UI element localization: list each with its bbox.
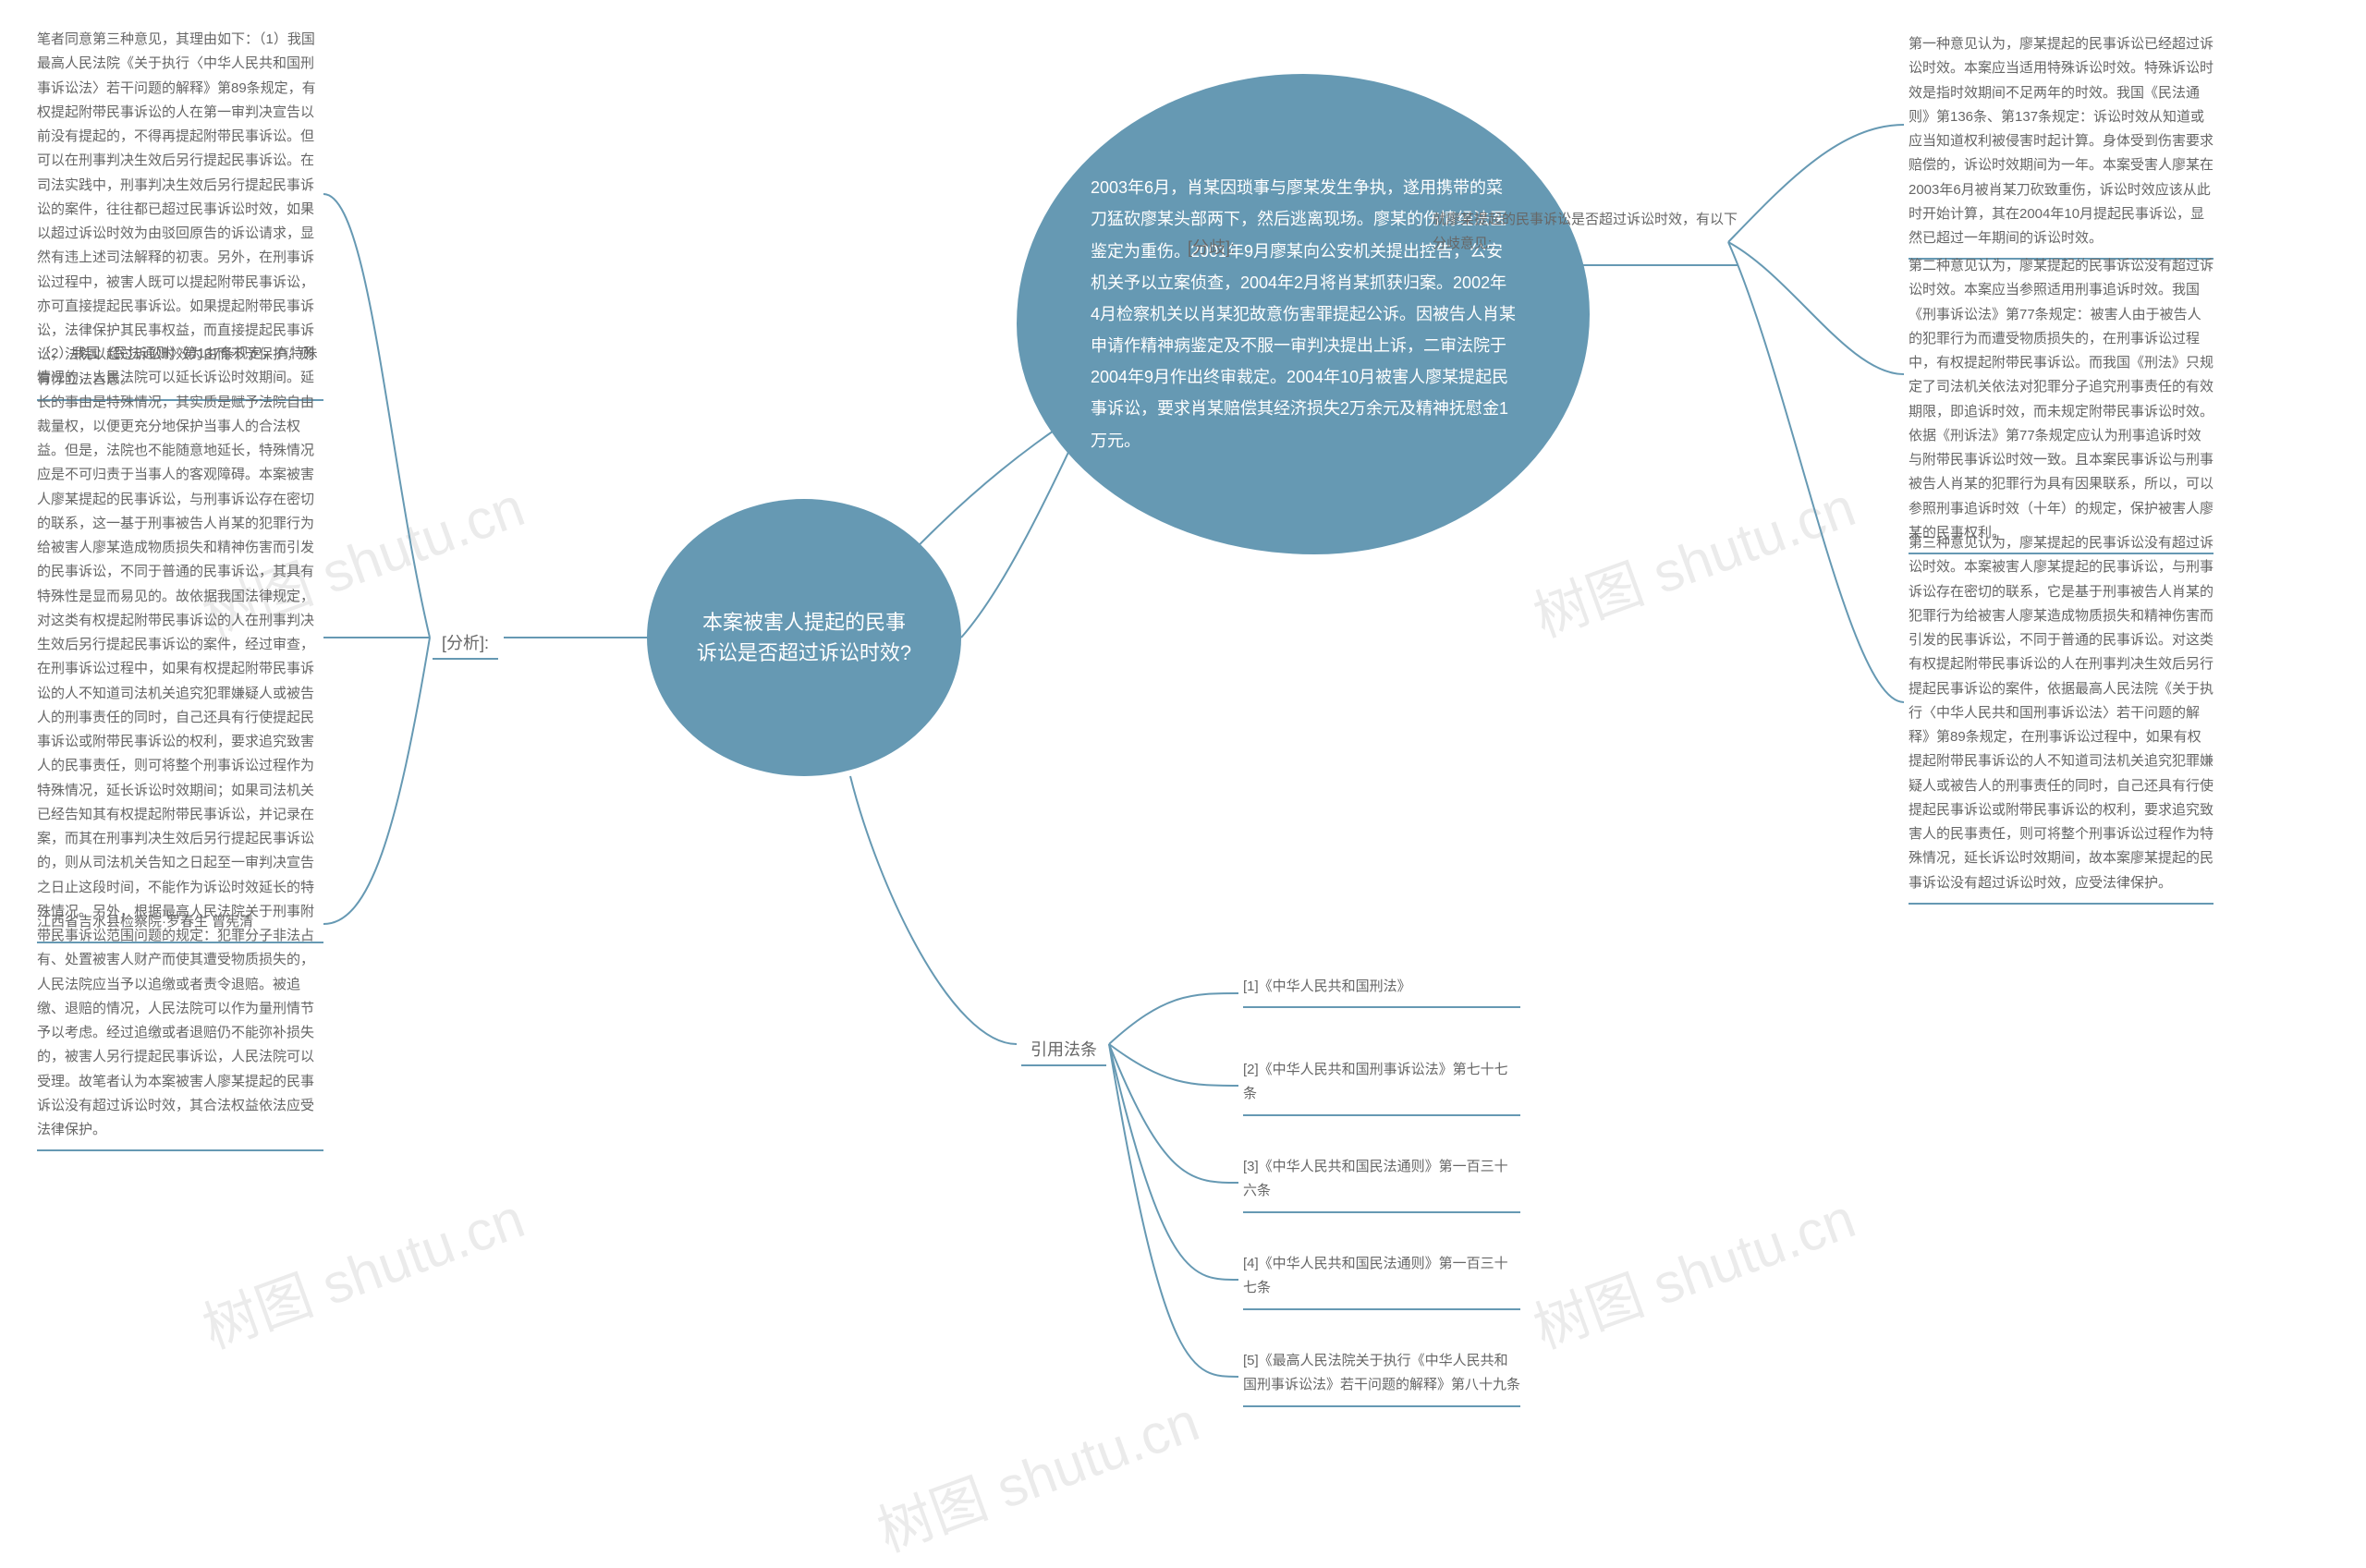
watermark: 树图 shutu.cn (1521, 1173, 1864, 1364)
dispute-intro: 就廖某提起的民事诉讼是否超过诉讼时效，有以下分歧意见: (1433, 208, 1738, 266)
case-facts-node: 2003年6月，肖某因琐事与廖某发生争执，遂用携带的菜刀猛砍廖某头部两下，然后逃… (1017, 74, 1590, 554)
center-title: 本案被害人提起的民事诉讼是否超过诉讼时效? (693, 607, 915, 668)
branch-label-dispute: [分歧]: (1178, 231, 1244, 264)
citation-5: [5]《最高人民法院关于执行《中华人民共和国刑事诉讼法》若干问题的解释》第八十九… (1243, 1349, 1520, 1407)
watermark: 树图 shutu.cn (1521, 462, 1864, 652)
analysis-item-3: 江西省吉水县检察院·罗春生 曾宪清 (37, 910, 323, 943)
branch-label-analysis: [分析]: (433, 626, 498, 660)
branch-label-citations: 引用法条 (1021, 1033, 1106, 1066)
dispute-opinion-3: 第三种意见认为，廖某提起的民事诉讼没有超过诉讼时效。本案被害人廖某提起的民事诉讼… (1909, 531, 2214, 905)
citation-1: [1]《中华人民共和国刑法》 (1243, 975, 1520, 1008)
center-node: 本案被害人提起的民事诉讼是否超过诉讼时效? (647, 499, 961, 776)
watermark: 树图 shutu.cn (190, 1173, 533, 1364)
citation-2: [2]《中华人民共和国刑事诉讼法》第七十七条 (1243, 1058, 1520, 1116)
citation-4: [4]《中华人民共和国民法通则》第一百三十七条 (1243, 1252, 1520, 1310)
analysis-item-2: （2）我国《民法通则》第137条规定，有特殊情况的，人民法院可以延长诉讼时效期间… (37, 342, 323, 1151)
dispute-opinion-1: 第一种意见认为，廖某提起的民事诉讼已经超过诉讼时效。本案应当适用特殊诉讼时效。特… (1909, 32, 2214, 260)
dispute-opinion-2: 第二种意见认为，廖某提起的民事诉讼没有超过诉讼时效。本案应当参照适用刑事追诉时效… (1909, 254, 2214, 554)
watermark: 树图 shutu.cn (865, 1377, 1208, 1567)
citation-3: [3]《中华人民共和国民法通则》第一百三十六条 (1243, 1155, 1520, 1213)
